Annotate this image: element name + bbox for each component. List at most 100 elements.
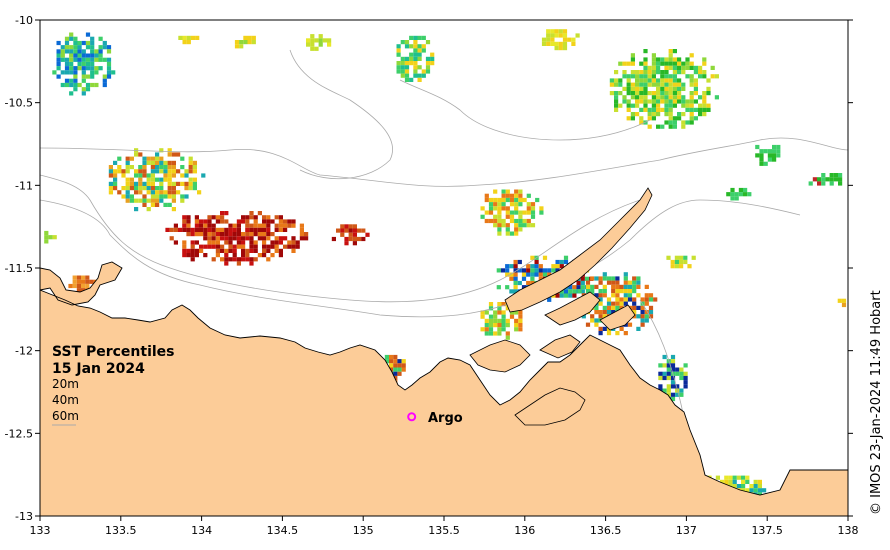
sst-pixel [146,156,151,161]
sst-pixel [278,227,283,232]
sst-pixel [666,388,671,393]
sst-pixel [841,302,847,308]
sst-pixel [327,42,332,47]
sst-pixel [664,107,669,112]
sst-pixel [253,240,258,245]
sst-pixel [413,40,418,45]
sst-pixel [534,259,539,265]
sst-pixel [186,232,191,237]
sst-pixel [413,73,418,78]
sst-pixel [409,35,414,40]
sst-pixel [505,214,510,219]
sst-pixel [249,248,254,253]
sst-pixel [535,197,540,203]
sst-pixel [689,120,694,125]
sst-pixel [199,248,204,253]
land-mass [40,261,848,516]
sst-pixel [178,35,183,40]
sst-pixel [163,190,168,195]
sst-pixel [651,91,656,96]
sst-pixel [632,301,637,306]
sst-pixel [228,227,233,232]
sst-pixel [159,181,164,186]
sst-pixel [656,124,661,129]
sst-pixel [683,380,688,385]
sst-pixel [500,268,506,273]
sst-pixel [812,177,817,182]
sst-pixel [73,66,78,71]
sst-pixel [643,99,648,104]
sst-pixel [257,253,262,258]
sst-pixel [44,230,49,236]
sst-pixel [224,236,229,241]
sst-pixel [505,335,510,340]
sst-pixel [698,107,703,112]
sst-pixel [614,70,619,75]
sst-pixel [190,244,195,249]
sst-pixel [672,65,677,70]
sst-pixel [685,107,690,112]
sst-pixel [90,45,95,50]
sst-pixel [562,46,568,51]
sst-pixel [224,227,229,232]
sst-pixel [530,276,535,281]
sst-pixel [576,280,581,286]
sst-pixel [626,74,631,79]
sst-pixel [656,112,661,117]
sst-pixel [505,227,510,232]
sst-pixel [623,276,628,281]
sst-pixel [245,223,250,228]
sst-pixel [640,314,645,319]
sst-pixel [509,214,515,219]
sst-pixel [547,297,552,302]
sst-pixel [493,323,498,328]
sst-pixel [310,34,315,39]
sst-pixel [159,165,164,170]
sst-pixel [283,244,288,249]
sst-pixel [679,259,684,265]
sst-pixel [677,95,682,100]
sst-pixel [643,78,648,83]
sst-pixel [69,66,74,71]
sst-pixel [81,49,86,54]
sst-pixel [693,82,698,87]
sst-pixel [249,244,254,249]
sst-pixel [125,156,130,161]
sst-pixel [651,95,656,100]
sst-pixel [352,236,357,242]
sst-pixel [643,65,648,70]
sst-pixel [241,244,246,249]
sst-pixel [142,156,147,161]
sst-pixel [668,61,673,66]
sst-pixel [178,227,183,232]
sst-pixel [662,371,667,376]
sst-pixel [73,82,78,88]
sst-pixel [497,323,502,328]
sst-pixel [724,475,729,480]
sst-pixel [623,289,628,294]
sst-pixel [425,40,431,45]
sst-pixel [518,314,523,319]
x-tick-label: 136 [514,524,535,537]
sst-pixel [155,177,160,182]
sst-pixel [106,74,112,79]
sst-pixel [274,240,279,245]
sst-pixel [155,190,160,195]
sst-pixel [146,198,151,203]
sst-pixel [182,35,187,40]
sst-pixel [732,484,737,489]
sst-pixel [639,70,644,75]
sst-pixel [129,181,134,186]
sst-pixel [163,177,168,182]
sst-pixel [611,293,616,298]
sst-pixel [539,206,544,211]
sst-pixel [150,202,155,207]
sst-pixel [493,218,498,224]
sst-pixel [632,280,637,285]
sst-pixel [64,45,70,50]
sst-pixel [336,228,341,233]
sst-pixel [643,74,648,79]
sst-pixel [681,61,686,66]
sst-pixel [400,40,405,45]
sst-pixel [639,116,644,121]
